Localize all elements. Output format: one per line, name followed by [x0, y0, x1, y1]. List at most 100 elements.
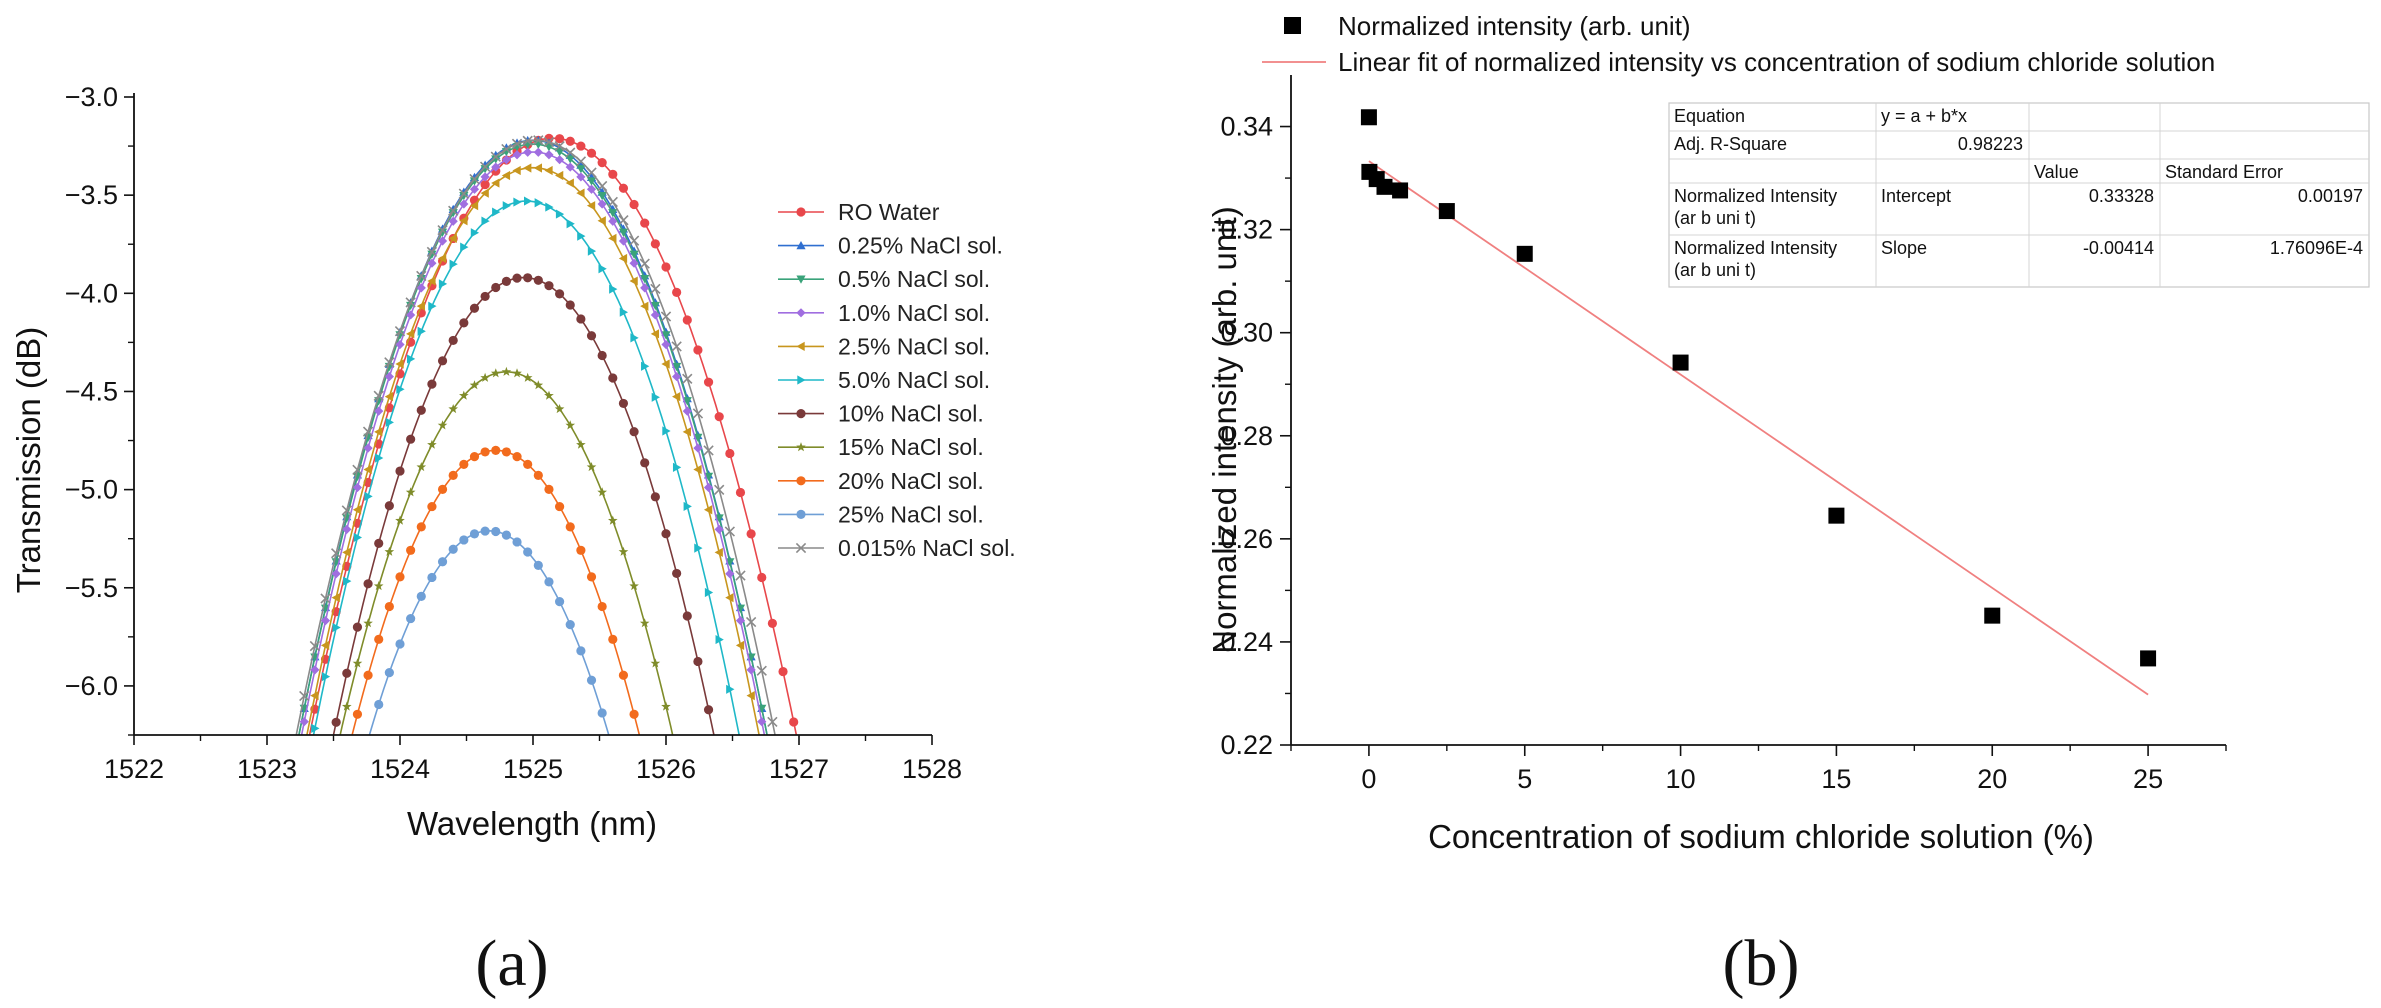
panel-b-chart: 0 5 10 15 20 25 0.22 0.24 0.26 0.28 0.30 0.32 0.34 N… — [1206, 11, 2370, 1000]
panel-a-data-point — [576, 646, 586, 656]
panel-a-data-point — [512, 452, 522, 462]
panel-a-data-point — [320, 593, 331, 604]
panel-a-data-point — [735, 616, 746, 626]
panel-b-table-cell: y = a + b*x — [1881, 106, 1967, 126]
panel-a-data-point — [725, 569, 735, 579]
panel-a-data-point — [533, 147, 543, 157]
panel-a-data-point — [597, 487, 607, 497]
panel-a-data-point — [428, 301, 437, 311]
panel-a-label: (a) — [475, 927, 548, 1000]
panel-a-data-point — [640, 301, 649, 311]
panel-a-data-point — [544, 484, 554, 494]
panel-a-data-point — [363, 579, 373, 589]
panel-a-data-point — [767, 716, 778, 728]
panel-b-data-point — [1672, 354, 1689, 371]
panel-a-data-point — [609, 284, 618, 294]
panel-a-data-point — [490, 368, 501, 378]
panel-a-data-point — [576, 141, 586, 151]
panel-a-data-point — [693, 656, 703, 667]
panel-a-data-point — [469, 529, 480, 539]
panel-a-data-point — [586, 675, 597, 685]
panel-a-data-point — [480, 179, 490, 190]
panel-a-data-point — [672, 287, 682, 297]
panel-a-data-point — [522, 135, 533, 147]
panel-a-data-point — [501, 447, 511, 457]
panel-a-data-point — [406, 434, 416, 444]
panel-a-data-point — [544, 577, 554, 587]
panel-a-data-point — [618, 398, 629, 409]
panel-a-data-point — [629, 199, 639, 210]
panel-a-data-point — [406, 310, 416, 320]
panel-a-data-point — [597, 199, 607, 209]
panel-a-data-point — [703, 505, 713, 515]
panel-b-data-point — [1438, 203, 1455, 220]
panel-a-data-point — [672, 371, 682, 382]
panel-b-y-tick-label: 0.24 — [1220, 627, 1273, 657]
panel-a-data-point — [416, 405, 426, 415]
panel-a-data-point — [554, 404, 565, 414]
panel-a-data-point — [714, 547, 723, 558]
panel-a-legend-label: 0.5% NaCl sol. — [838, 266, 990, 292]
panel-a-legend-label: 5.0% NaCl sol. — [838, 367, 990, 393]
panel-a-data-point — [299, 690, 310, 702]
panel-a-data-point — [628, 235, 640, 246]
panel-a-data-point — [533, 380, 544, 390]
panel-a-data-point — [597, 216, 606, 226]
panel-a-data-point — [576, 188, 585, 198]
panel-a-data-point — [575, 156, 587, 167]
panel-a-data-point — [501, 170, 511, 181]
panel-b-table-cell: Equation — [1674, 106, 1745, 126]
panel-b-data-point — [1392, 182, 1409, 199]
panel-a-data-point — [448, 470, 458, 480]
panel-b-legend-fit-label: Linear fit of normalized intensity vs co… — [1338, 47, 2215, 77]
panel-a-data-point — [555, 501, 565, 512]
panel-a-data-point — [757, 717, 767, 727]
panel-b-x-tick-label: 15 — [1821, 764, 1851, 794]
panel-a-data-point — [586, 177, 597, 186]
panel-a-data-point — [565, 155, 575, 164]
panel-a-data-point — [660, 311, 672, 322]
panel-a-data-point — [544, 281, 554, 291]
panel-a-data-point — [555, 134, 565, 144]
panel-a-data-point — [608, 373, 618, 383]
panel-a-data-point — [480, 372, 490, 382]
panel-a-data-point — [352, 505, 362, 515]
panel-a-data-point — [480, 526, 490, 536]
panel-a-data-point — [395, 466, 405, 476]
panel-b-table-cell: (ar b uni t) — [1674, 260, 1756, 280]
panel-a-data-point — [565, 136, 575, 146]
panel-b-y-tick-label: 0.28 — [1220, 421, 1273, 451]
panel-a-data-point — [629, 258, 639, 268]
panel-b-y-tick-label: 0.22 — [1220, 730, 1273, 760]
panel-a-data-point — [459, 216, 468, 226]
panel-a-data-point — [639, 618, 650, 628]
panel-a-data-point — [682, 611, 692, 621]
panel-a-data-point — [309, 640, 321, 652]
panel-b-table-cell: -0.00414 — [2083, 238, 2154, 258]
panel-a-series-line — [300, 151, 766, 735]
panel-a-data-point — [586, 572, 597, 582]
panel-a-data-point — [320, 640, 330, 651]
panel-a-data-point — [362, 426, 374, 437]
panel-a-data-point — [650, 283, 661, 295]
panel-a-data-point — [693, 345, 703, 355]
panel-a-data-point — [512, 537, 522, 547]
panel-a-series-line — [295, 139, 776, 735]
panel-a-series-line — [306, 166, 760, 735]
panel-a-data-point — [427, 501, 437, 512]
panel-a-data-point — [789, 717, 799, 727]
panel-a-data-point — [416, 591, 426, 601]
panel-a-data-point — [459, 535, 469, 545]
panel-a-data-point — [682, 397, 692, 406]
panel-a-data-point — [511, 138, 523, 149]
panel-a-data-point — [374, 538, 384, 548]
panel-a-data-point — [725, 448, 735, 459]
panel-a-data-point — [746, 529, 756, 539]
panel-a-data-point — [363, 618, 373, 628]
panel-a-data-point — [576, 545, 586, 555]
panel-a-legend-marker — [796, 476, 806, 486]
panel-a-data-point — [480, 172, 490, 182]
panel-a-data-point — [715, 634, 724, 645]
panel-a-data-point — [618, 228, 629, 237]
panel-a-data-point — [406, 354, 416, 364]
